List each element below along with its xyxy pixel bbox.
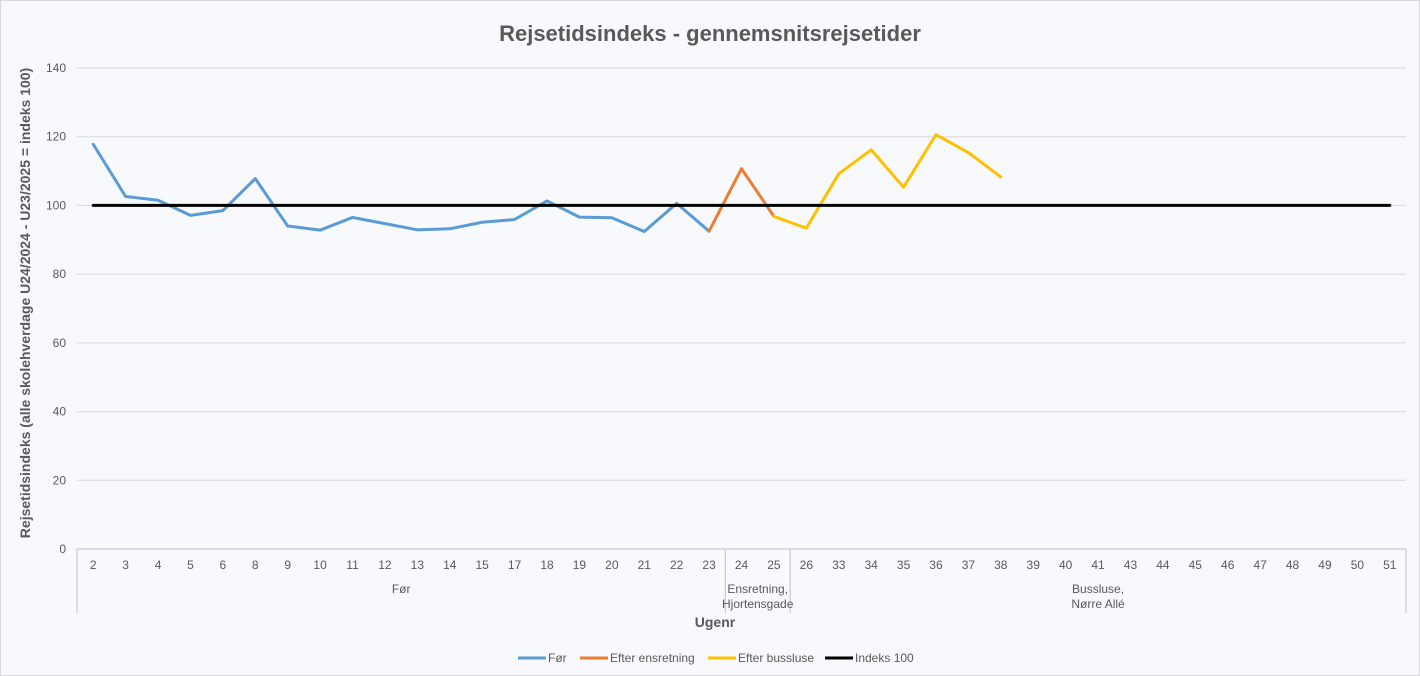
x-tick-label: 18	[540, 558, 554, 572]
group-label: Nørre Allé	[1071, 597, 1125, 611]
legend-label: Efter bussluse	[738, 651, 814, 665]
x-tick-label: 25	[767, 558, 781, 572]
x-tick-label: 26	[800, 558, 814, 572]
x-tick-label: 45	[1189, 558, 1203, 572]
group-label: Bussluse,	[1072, 582, 1124, 596]
x-tick-label: 22	[670, 558, 684, 572]
x-tick-label: 17	[508, 558, 522, 572]
x-tick-label: 13	[411, 558, 425, 572]
x-tick-label: 51	[1383, 558, 1397, 572]
x-tick-label: 15	[476, 558, 490, 572]
x-tick-label: 11	[346, 558, 359, 572]
x-tick-label: 12	[378, 558, 392, 572]
x-tick-label: 41	[1091, 558, 1105, 572]
group-label: Ensretning,	[727, 582, 788, 596]
series-line	[772, 133, 1003, 230]
x-tick-label: 37	[962, 558, 976, 572]
y-axis-title: Rejsetidsindeks (alle skolehverdage U24/…	[17, 68, 33, 538]
y-tick-label: 40	[53, 405, 67, 419]
y-tick-label: 140	[46, 61, 66, 75]
x-tick-label: 36	[929, 558, 943, 572]
x-tick-label: 48	[1286, 558, 1300, 572]
x-tick-label: 35	[897, 558, 911, 572]
x-axis-title: Ugenr	[695, 614, 736, 630]
x-tick-label: 50	[1351, 558, 1365, 572]
x-tick-label: 49	[1318, 558, 1332, 572]
legend-label: Indeks 100	[855, 651, 914, 665]
y-tick-label: 60	[53, 336, 67, 350]
y-tick-label: 20	[53, 473, 67, 487]
y-tick-label: 80	[53, 267, 67, 281]
series-line	[707, 167, 776, 233]
x-tick-label: 4	[155, 558, 162, 572]
y-tick-label: 120	[46, 130, 66, 144]
x-tick-label: 10	[313, 558, 327, 572]
x-tick-label: 47	[1253, 558, 1267, 572]
x-tick-label: 8	[252, 558, 259, 572]
x-tick-label: 39	[1027, 558, 1041, 572]
x-tick-label: 9	[284, 558, 291, 572]
x-tick-label: 38	[994, 558, 1008, 572]
x-tick-label: 40	[1059, 558, 1073, 572]
x-tick-label: 14	[443, 558, 457, 572]
legend-label: Før	[548, 651, 567, 665]
x-tick-label: 5	[187, 558, 194, 572]
x-tick-label: 6	[220, 558, 227, 572]
group-label: Hjortensgade	[722, 597, 794, 611]
x-tick-label: 24	[735, 558, 749, 572]
x-tick-label: 20	[605, 558, 619, 572]
grid-lines	[77, 67, 1406, 481]
x-tick-label: 44	[1156, 558, 1170, 572]
x-tick-label: 19	[573, 558, 587, 572]
x-tick-label: 43	[1124, 558, 1138, 572]
series-line	[91, 142, 711, 234]
x-tick-label: 21	[638, 558, 652, 572]
series-lines	[91, 133, 1392, 234]
x-tick-label: 34	[864, 558, 878, 572]
y-tick-label: 0	[59, 542, 66, 556]
chart-title: Rejsetidsindeks - gennemsnitsrejsetider	[499, 21, 921, 46]
group-label: Før	[392, 582, 411, 596]
y-tick-label: 100	[46, 198, 66, 212]
legend-label: Efter ensretning	[610, 651, 695, 665]
x-tick-label: 46	[1221, 558, 1235, 572]
x-tick-label: 2	[90, 558, 97, 572]
x-tick-label: 23	[702, 558, 716, 572]
legend: Før Efter ensretning Efter bussluse Indeks …	[518, 651, 914, 665]
x-tick-label: 33	[832, 558, 846, 572]
x-tick-label: 3	[122, 558, 129, 572]
